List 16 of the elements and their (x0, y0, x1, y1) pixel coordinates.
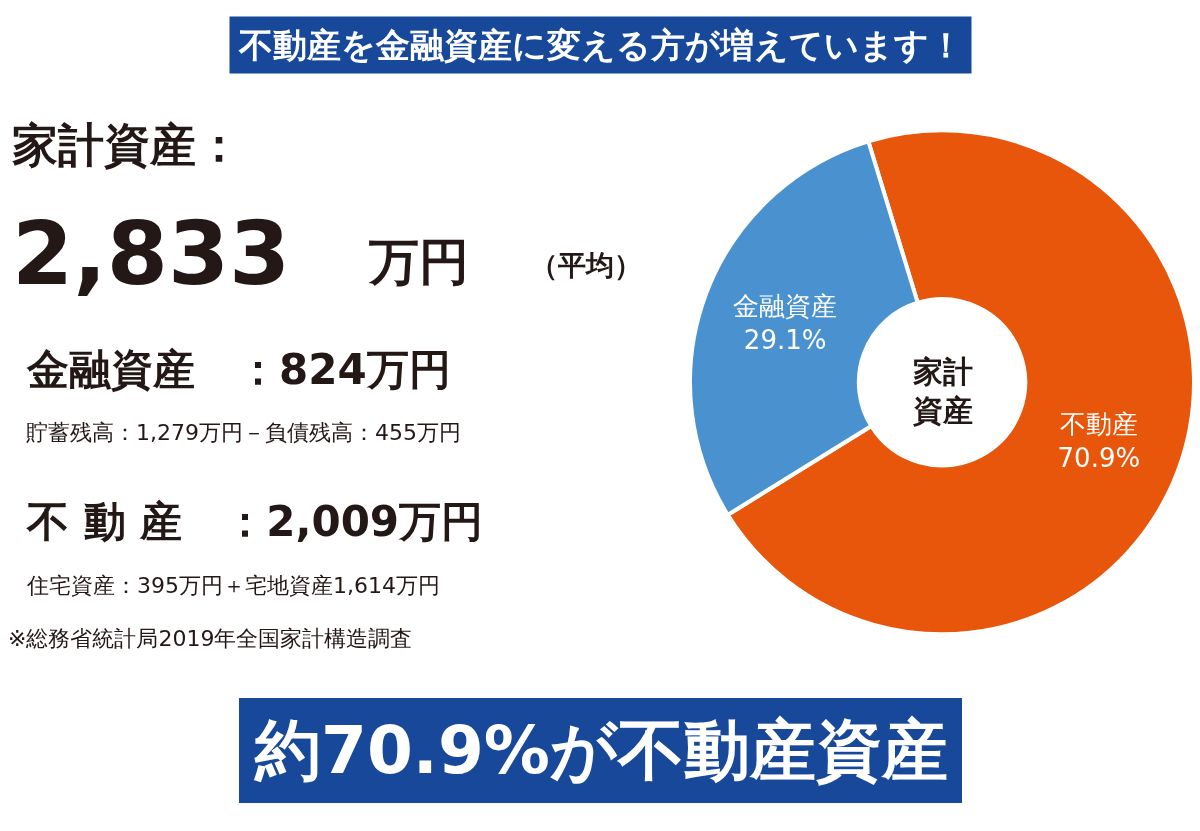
text: 家計資産 (912, 354, 973, 428)
text: （平均） (530, 249, 642, 282)
text: ※総務省統計局2019年全国家計構造調査 (8, 626, 413, 651)
text: 貯蓄残高：1,279万円－負債残高：455万円 (26, 420, 461, 445)
data-label: 29.1% (743, 325, 827, 356)
slice-label: 不動産 (1059, 409, 1138, 440)
slice-label: 金融資産 (733, 291, 838, 322)
chart-title: 不動産を金融資産に変える方が増えています！ (238, 25, 963, 65)
data-label: 70.9% (1057, 443, 1141, 474)
text: 万円 (368, 233, 469, 291)
text: 約70.9%が不動産資産 (253, 712, 948, 789)
text: 不 動 産 ：2,009万円 (26, 497, 484, 546)
text: 2,833 (12, 202, 291, 305)
text: 家計資産： (12, 118, 242, 172)
text: 金融資産 ：824万円 (26, 345, 451, 394)
text: 住宅資産：395万円＋宅地資産1,614万円 (26, 573, 440, 598)
